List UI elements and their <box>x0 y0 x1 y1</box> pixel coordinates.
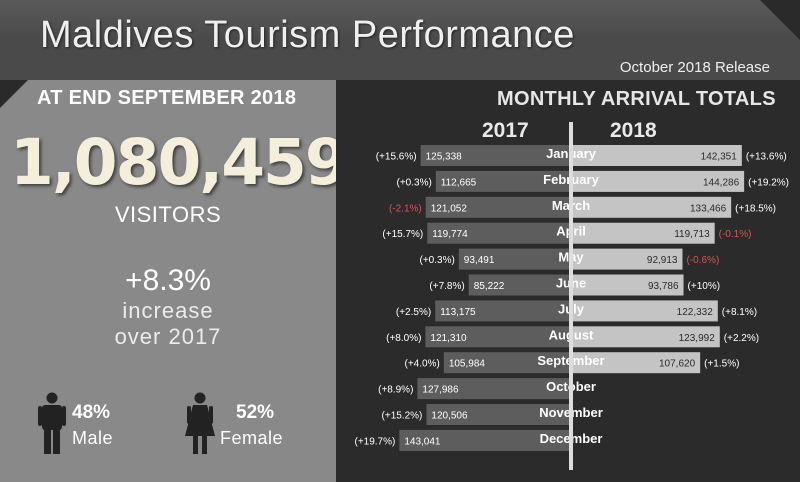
header-corner-cut <box>760 0 800 40</box>
bar-change-2017: (+15.6%) <box>376 152 417 163</box>
bar-2018 <box>571 222 715 244</box>
bar-value-2017: 113,175 <box>440 307 476 318</box>
bar-value-2018: 122,332 <box>677 307 714 318</box>
bar-2017 <box>425 326 571 348</box>
bar-2018 <box>571 300 718 322</box>
bar-2018 <box>571 352 701 374</box>
bar-change-2017: (+8.9%) <box>378 385 413 396</box>
bar-2017 <box>417 378 571 400</box>
header-shine <box>0 0 800 40</box>
bar-change-2017: (+19.7%) <box>354 436 395 447</box>
bar-value-2017: 125,338 <box>426 152 463 163</box>
female-icon <box>185 392 215 454</box>
bar-2017 <box>425 196 571 218</box>
bar-change-2018: (-0.6%) <box>686 255 719 266</box>
release-label: October 2018 Release <box>619 59 770 76</box>
summary-corner-cut <box>0 80 28 108</box>
bar-2017 <box>443 352 571 374</box>
male-label: Male <box>72 428 114 448</box>
bar-value-2018: 107,620 <box>659 359 696 370</box>
total-visitors: 1,080,459 <box>10 126 349 199</box>
bar-change-2017: (-2.1%) <box>389 203 422 214</box>
bar-value-2018: 92,913 <box>647 255 678 266</box>
year-label-2017: 2017 <box>482 119 529 142</box>
bar-change-2018: (+1.5%) <box>704 359 739 370</box>
bar-value-2017: 120,506 <box>431 411 468 422</box>
bar-change-2017: (+7.8%) <box>429 281 464 292</box>
bar-2018 <box>571 248 683 270</box>
bar-2017 <box>426 404 571 425</box>
bar-value-2017: 127,986 <box>422 385 459 396</box>
center-axis <box>569 122 573 470</box>
bar-value-2018: 142,351 <box>701 152 738 163</box>
growth-percent: +8.3% <box>125 264 211 297</box>
bar-2018 <box>571 274 684 296</box>
bar-change-2017: (+8.0%) <box>386 333 421 344</box>
period-label: AT END SEPTEMBER 2018 <box>37 87 297 109</box>
bar-2018 <box>571 196 732 218</box>
chart-title: MONTHLY ARRIVAL TOTALS <box>497 88 776 110</box>
bar-value-2017: 105,984 <box>449 359 486 370</box>
bar-value-2017: 143,041 <box>404 436 441 447</box>
bar-value-2017: 121,052 <box>431 203 468 214</box>
year-label-2018: 2018 <box>610 119 657 142</box>
bar-change-2018: (+13.6%) <box>746 152 787 163</box>
bar-value-2017: 121,310 <box>430 333 467 344</box>
growth-caption-line2: over 2017 <box>114 324 222 349</box>
bar-value-2017: 119,774 <box>432 229 468 240</box>
growth-caption: increase over 2017 <box>10 298 326 350</box>
bar-2017 <box>458 248 571 270</box>
bar-change-2018: (+8.1%) <box>722 307 757 318</box>
bar-value-2017: 85,222 <box>474 281 505 292</box>
bar-value-2017: 93,491 <box>464 255 495 266</box>
bar-change-2017: (+0.3%) <box>420 255 455 266</box>
bar-2018 <box>571 145 742 166</box>
bar-value-2018: 123,992 <box>679 333 716 344</box>
bar-change-2018: (+18.5%) <box>735 203 776 214</box>
male-icon <box>38 392 66 454</box>
bar-change-2017: (+2.5%) <box>396 307 431 318</box>
bar-value-2018: 133,466 <box>690 203 727 214</box>
bar-change-2017: (+15.7%) <box>382 229 423 240</box>
bar-change-2017: (+4.0%) <box>405 359 440 370</box>
bar-change-2018: (+19.2%) <box>748 177 789 188</box>
bar-value-2018: 119,713 <box>674 229 710 240</box>
page-title: Maldives Tourism Performance <box>40 14 575 56</box>
male-percent: 48% <box>72 402 111 423</box>
bar-2017 <box>468 274 571 296</box>
bar-change-2018: (-0.1%) <box>719 229 752 240</box>
bar-2017 <box>427 222 571 244</box>
bar-2017 <box>435 170 571 192</box>
visitors-label: VISITORS <box>114 202 222 227</box>
bar-change-2017: (+15.2%) <box>382 411 423 422</box>
summary-panel: AT END SEPTEMBER 2018 1,080,459 VISITORS… <box>0 80 349 482</box>
bar-change-2017: (+0.3%) <box>397 177 432 188</box>
female-percent: 52% <box>236 402 275 423</box>
header-band <box>0 0 800 80</box>
bar-2018 <box>571 326 720 348</box>
bar-2017 <box>435 300 571 322</box>
female-label: Female <box>220 428 284 448</box>
bar-change-2018: (+2.2%) <box>724 333 759 344</box>
growth-caption-line1: increase <box>122 298 214 323</box>
bar-value-2017: 112,665 <box>441 177 477 188</box>
bar-2017 <box>420 145 571 166</box>
bar-change-2018: (+10%) <box>688 281 721 292</box>
bar-value-2018: 144,286 <box>703 177 740 188</box>
bar-2018 <box>571 170 745 192</box>
bar-2017 <box>399 429 571 451</box>
bar-value-2018: 93,786 <box>648 281 679 292</box>
